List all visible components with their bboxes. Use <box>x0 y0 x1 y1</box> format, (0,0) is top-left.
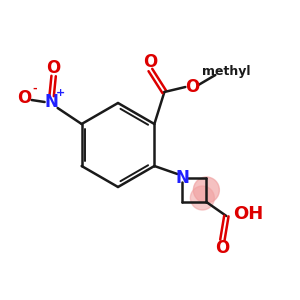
Text: N: N <box>176 169 189 187</box>
Text: O: O <box>17 89 32 107</box>
Text: O: O <box>185 78 200 96</box>
Text: +: + <box>56 88 65 98</box>
Circle shape <box>194 177 219 203</box>
Circle shape <box>190 186 214 210</box>
Text: -: - <box>32 84 37 94</box>
Text: OH: OH <box>233 205 263 223</box>
Text: O: O <box>215 239 230 257</box>
Text: O: O <box>143 53 158 71</box>
Text: N: N <box>45 93 58 111</box>
Text: O: O <box>46 59 61 77</box>
Text: methyl: methyl <box>202 65 250 79</box>
